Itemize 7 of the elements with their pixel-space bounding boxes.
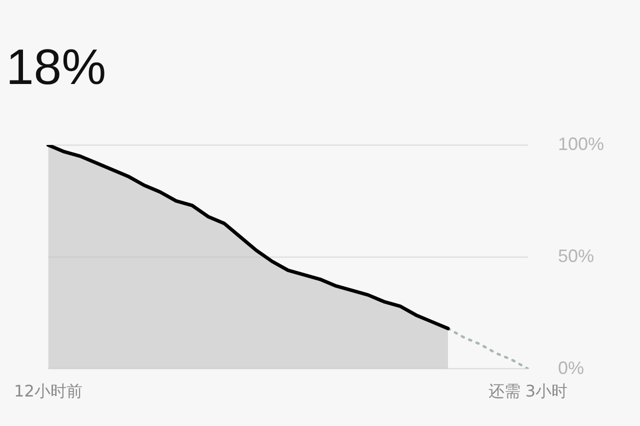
line-series	[446, 327, 530, 369]
x-tick-label: 还需 3小时	[488, 382, 568, 401]
chart-title: 18%	[6, 38, 106, 95]
y-tick-label: 100%	[558, 134, 604, 154]
x-tick-label: 12小时前	[14, 382, 82, 401]
y-tick-label: 50%	[558, 246, 594, 266]
y-tick-label: 0%	[558, 358, 584, 378]
